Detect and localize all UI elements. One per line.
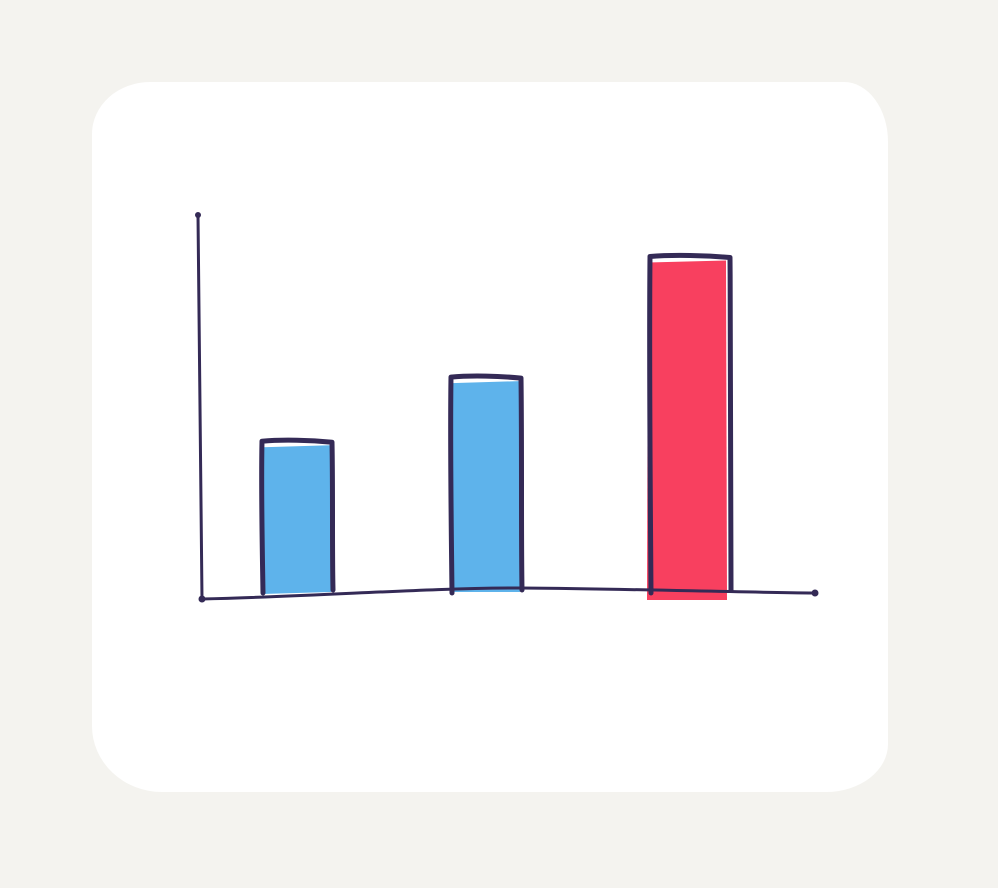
x-axis xyxy=(200,586,817,601)
bar-2-outline xyxy=(448,373,525,596)
axes-layer xyxy=(195,212,819,603)
origin-dot xyxy=(198,595,206,603)
y-axis-end-dot xyxy=(195,212,201,218)
bar-3 xyxy=(647,252,734,600)
bar-1-fill xyxy=(262,445,331,594)
bar-1 xyxy=(259,437,336,596)
bar-2-fill xyxy=(451,381,520,592)
bar-1-outline xyxy=(259,437,336,596)
y-axis xyxy=(196,213,204,601)
x-axis-end-dot xyxy=(811,589,819,597)
bar-2 xyxy=(448,373,525,596)
bar-3-fill xyxy=(647,260,727,600)
bars-layer xyxy=(259,252,734,600)
bar-3-outline xyxy=(647,252,734,596)
